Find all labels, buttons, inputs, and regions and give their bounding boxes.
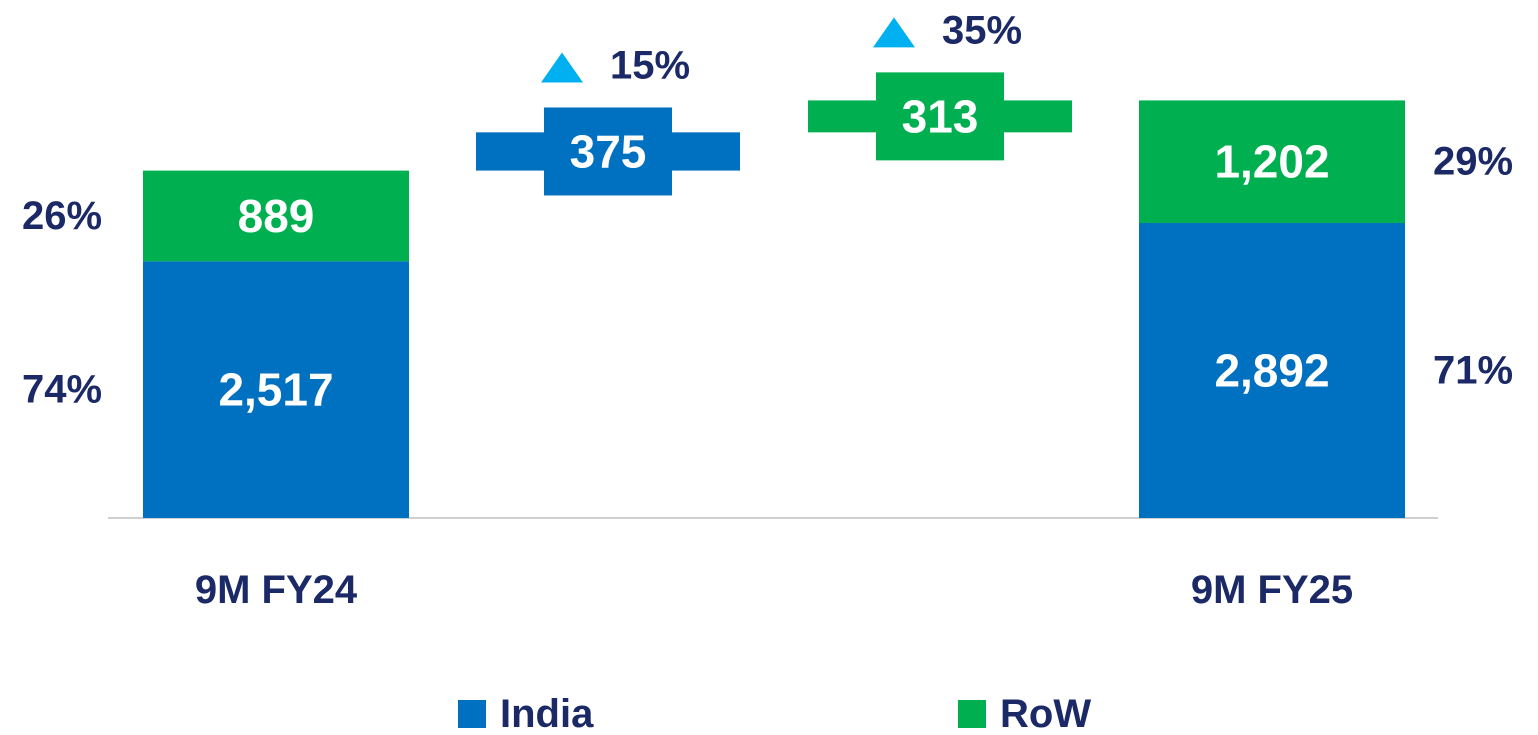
legend-label: India bbox=[500, 692, 594, 735]
legend-swatch bbox=[458, 700, 486, 728]
legend-label: RoW bbox=[1000, 692, 1091, 735]
x-tick-label: 9M FY25 bbox=[1191, 568, 1353, 612]
growth-triangle bbox=[873, 17, 915, 48]
bar-segment bbox=[1139, 100, 1405, 224]
legend-swatch bbox=[958, 700, 986, 728]
value-label: 313 bbox=[902, 90, 979, 142]
growth-label: 35% bbox=[942, 8, 1022, 52]
bar-segment bbox=[143, 261, 409, 518]
value-label: 1,202 bbox=[1214, 136, 1329, 188]
growth-triangle bbox=[541, 52, 583, 83]
share-label: 74% bbox=[22, 368, 102, 412]
share-label: 29% bbox=[1433, 140, 1513, 184]
value-label: 2,892 bbox=[1214, 345, 1329, 397]
bar-segment bbox=[143, 170, 409, 262]
growth-label: 15% bbox=[610, 43, 690, 87]
value-label: 2,517 bbox=[218, 364, 333, 416]
value-label: 889 bbox=[238, 190, 315, 242]
value-label: 375 bbox=[570, 125, 647, 177]
share-label: 26% bbox=[22, 194, 102, 238]
label-box bbox=[544, 107, 672, 196]
label-box bbox=[876, 72, 1004, 161]
share-label: 71% bbox=[1433, 349, 1513, 393]
bar-segment bbox=[1139, 223, 1405, 519]
x-tick-label: 9M FY24 bbox=[195, 568, 358, 612]
